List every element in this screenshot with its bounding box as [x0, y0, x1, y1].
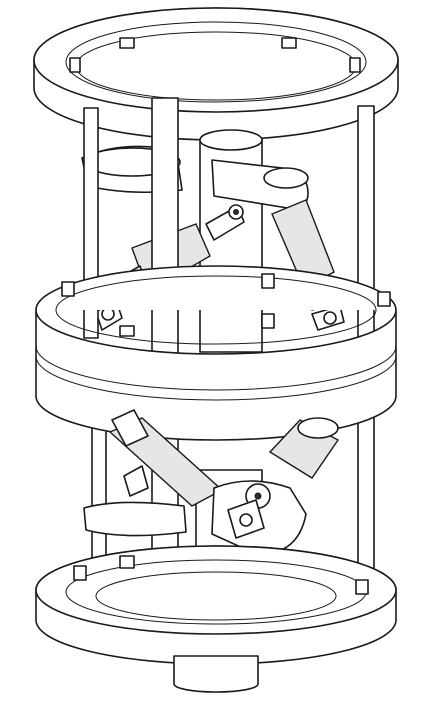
base-foot: [173, 655, 259, 693]
top-ring: [33, 7, 399, 141]
top-actuator-right: [271, 199, 335, 289]
bottom-joint-left: [123, 465, 149, 497]
bottom-platform-arm-left: [83, 501, 187, 537]
base-ring: [35, 545, 397, 693]
top-stage: [81, 129, 345, 353]
middle-ring: [35, 265, 397, 441]
